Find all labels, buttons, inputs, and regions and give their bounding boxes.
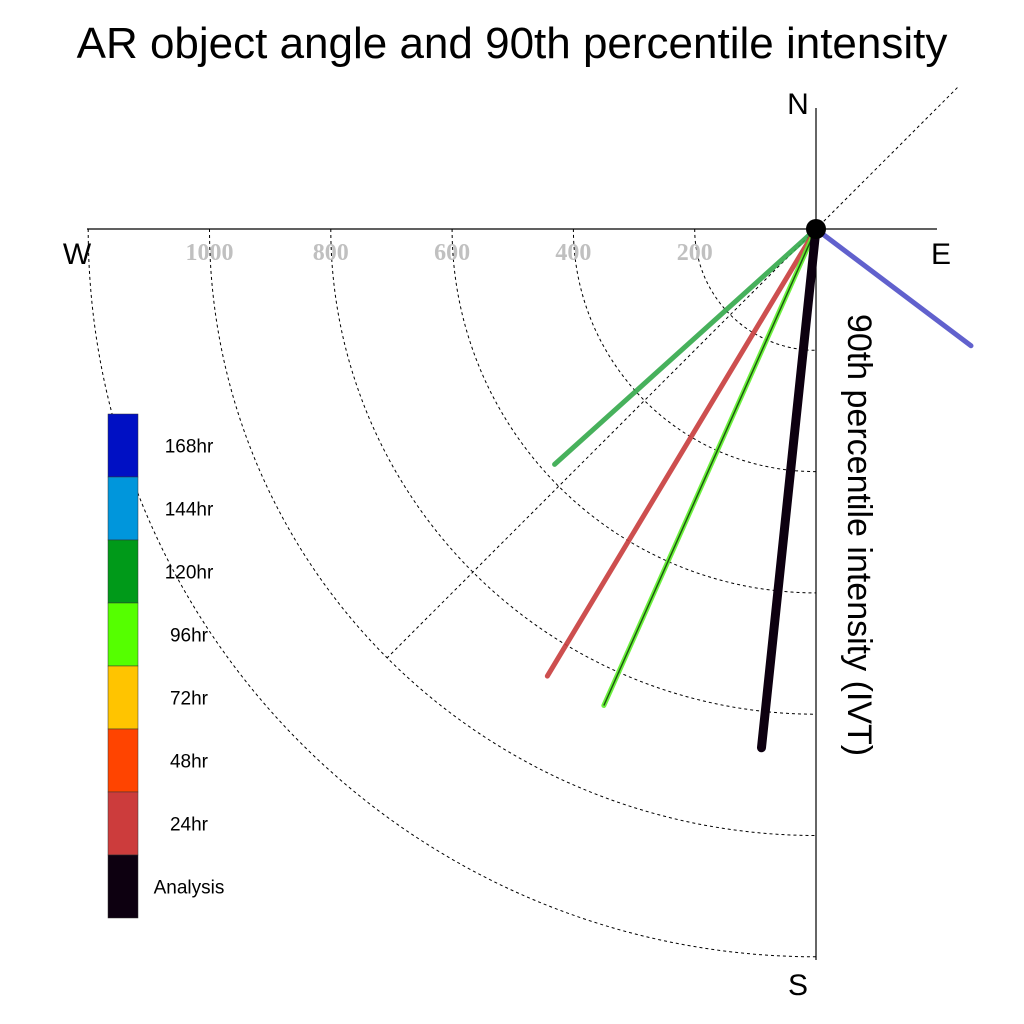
grid-arc <box>451 228 817 594</box>
legend-label: 48hr <box>170 752 209 773</box>
grid-diagonal <box>386 87 958 659</box>
series-line-analysis <box>756 224 821 753</box>
east-label: E <box>931 238 951 271</box>
legend-label: 168hr <box>165 437 214 458</box>
grid-arc <box>330 228 817 715</box>
legend-swatch-24hr <box>107 791 139 856</box>
legend-swatch-analysis <box>107 854 139 919</box>
legend-label: 24hr <box>170 815 209 836</box>
radial-tick-labels: 200 400 600 800 1000 <box>186 240 713 266</box>
north-label: N <box>787 88 809 121</box>
south-label: S <box>788 969 808 1002</box>
series-lines <box>544 224 974 753</box>
radial-tick-label: 400 <box>555 240 591 266</box>
legend-label: 120hr <box>165 563 214 584</box>
legend-label: 96hr <box>170 626 209 647</box>
legend-swatch-144hr <box>107 476 139 541</box>
legend-label: Analysis <box>154 878 225 899</box>
legend-swatch-168hr <box>107 413 139 478</box>
legend: 168hr 144hr 120hr 96hr 72hr 48hr 24hr Analysis <box>107 413 225 919</box>
radial-tick-label: 1000 <box>186 240 234 266</box>
grid-arc <box>87 228 817 958</box>
legend-swatch-120hr <box>107 539 139 604</box>
legend-swatch-72hr <box>107 665 139 730</box>
west-label: W <box>63 238 92 271</box>
polar-grid <box>87 87 958 958</box>
legend-swatch-48hr <box>107 728 139 793</box>
radial-tick-label: 600 <box>434 240 470 266</box>
legend-label: 144hr <box>165 500 214 521</box>
grid-arc <box>694 228 817 351</box>
radial-tick-label: 800 <box>313 240 349 266</box>
series-line-96hr-core <box>603 228 817 706</box>
legend-label: 72hr <box>170 689 209 710</box>
series-line-120hr <box>552 226 819 467</box>
origin-point <box>806 219 826 239</box>
grid-arc <box>572 228 817 473</box>
legend-swatch-96hr <box>107 602 139 667</box>
radial-tick-label: 200 <box>677 240 713 266</box>
series-line-168hr <box>813 226 974 349</box>
series-line-24hr <box>544 226 819 679</box>
chart-title: AR object angle and 90th percentile inte… <box>77 19 948 68</box>
radial-axis-label: 90th percentile intensity (IVT) <box>840 314 878 756</box>
